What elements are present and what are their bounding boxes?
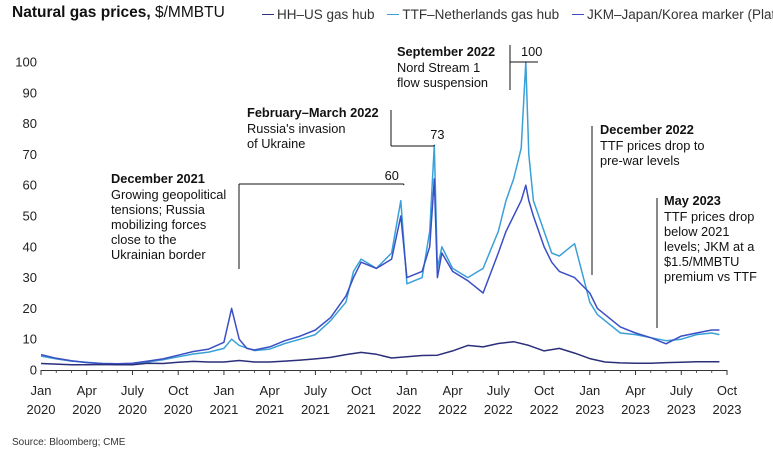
annotation-line: TTF prices drop — [664, 209, 754, 224]
x-tick-month: Oct — [168, 383, 189, 398]
annotation-line: tensions; Russia — [111, 202, 206, 217]
x-tick-year: 2021 — [301, 402, 330, 417]
series-line-hh — [40, 340, 720, 366]
annotation-line: of Ukraine — [247, 136, 305, 151]
y-tick-label: 40 — [23, 239, 37, 254]
annotation-line: below 2021 — [664, 224, 729, 239]
x-tick-year: 2021 — [255, 402, 284, 417]
legend-item-ttf: TTF–Netherlands gas hub — [387, 7, 559, 22]
x-tick-year: 2023 — [621, 402, 650, 417]
x-tick-year: 2020 — [72, 402, 101, 417]
legend-label-ttf: TTF–Netherlands gas hub — [402, 7, 560, 22]
x-tick-year: 2021 — [347, 402, 376, 417]
legend-swatch-ttf — [387, 13, 400, 15]
x-tick-month: July — [304, 383, 328, 398]
legend-item-jkm: JKM–Japan/Korea marker (Platts) — [571, 7, 773, 22]
annotation-line: premium vs TTF — [664, 269, 757, 284]
annotation-line: Nord Stream 1 — [397, 60, 480, 75]
y-tick-label: 30 — [23, 270, 37, 285]
y-tick-label: 90 — [23, 85, 37, 100]
y-tick-label: 80 — [23, 116, 37, 131]
annotation-line: flow suspension — [397, 75, 488, 90]
chart-legend: HH–US gas hub TTF–Netherlands gas hub JK… — [262, 7, 773, 22]
x-tick-month: July — [670, 383, 694, 398]
annotation-line: Growing geopolitical — [111, 187, 226, 202]
x-tick-year: 2021 — [209, 402, 238, 417]
x-tick-year: 2023 — [667, 402, 696, 417]
annotation-line: mobilizing forces — [111, 217, 206, 232]
legend-label-jkm: JKM–Japan/Korea marker (Platts) — [586, 7, 773, 22]
x-tick-month: Jan — [579, 383, 600, 398]
annotation-heading: September 2022 — [397, 44, 495, 59]
source-note: Source: Bloomberg; CME — [12, 437, 126, 448]
x-tick-month: July — [487, 383, 511, 398]
legend-swatch-jkm — [571, 13, 584, 15]
x-tick-year: 2022 — [484, 402, 513, 417]
y-tick-label: 10 — [23, 332, 37, 347]
x-tick-month: Apr — [442, 383, 463, 398]
y-tick-label: 50 — [23, 209, 37, 224]
x-tick-year: 2022 — [530, 402, 559, 417]
annotation-heading: May 2023 — [664, 193, 721, 208]
x-tick-month: Apr — [625, 383, 646, 398]
x-tick-month: Apr — [260, 383, 281, 398]
annotation-line: $1.5/MMBTU — [664, 254, 739, 269]
series-line-ttf — [40, 61, 720, 365]
x-tick-month: Oct — [351, 383, 372, 398]
x-tick-month: Jan — [396, 383, 417, 398]
chart-title-unit: $/MMBTU — [150, 4, 225, 21]
x-tick-month: Apr — [77, 383, 98, 398]
x-tick-year: 2020 — [164, 402, 193, 417]
annotation-line: TTF prices drop to — [600, 138, 705, 153]
x-tick-year: 2023 — [575, 402, 604, 417]
x-tick-year: 2020 — [118, 402, 147, 417]
series-line-jkm — [40, 178, 720, 365]
x-tick-year: 2022 — [392, 402, 421, 417]
annotation-line: close to the — [111, 232, 176, 247]
y-tick-label: 0 — [30, 363, 37, 378]
annotation-line: Ukrainian border — [111, 247, 206, 262]
y-tick-label: 20 — [23, 301, 37, 316]
chart-title-bold: Natural gas prices, — [12, 4, 151, 21]
annotation-value: 73 — [430, 127, 444, 142]
x-tick-year: 2020 — [27, 402, 56, 417]
annotation-line: pre-war levels — [600, 153, 680, 168]
chart-title: Natural gas prices, $/MMBTU — [12, 4, 225, 22]
legend-label-hh: HH–US gas hub — [277, 7, 375, 22]
annotation-line: levels; JKM at a — [664, 239, 755, 254]
x-tick-month: July — [121, 383, 145, 398]
y-tick-label: 70 — [23, 147, 37, 162]
y-tick-label: 60 — [23, 178, 37, 193]
legend-item-hh: HH–US gas hub — [262, 7, 375, 22]
x-tick-year: 2023 — [713, 402, 742, 417]
annotation-heading: December 2022 — [600, 122, 694, 137]
x-tick-month: Oct — [717, 383, 738, 398]
legend-swatch-hh — [262, 13, 274, 15]
annotation-heading: December 2021 — [111, 171, 205, 186]
annotation-line: Russia's invasion — [247, 121, 345, 136]
x-tick-year: 2022 — [438, 402, 467, 417]
x-tick-month: Oct — [534, 383, 555, 398]
y-tick-label: 100 — [15, 55, 37, 70]
annotation-value: 100 — [521, 44, 542, 59]
annotation-value: 60 — [385, 168, 399, 183]
annotation-heading: February–March 2022 — [247, 105, 379, 120]
x-tick-month: Jan — [213, 383, 234, 398]
x-tick-month: Jan — [31, 383, 52, 398]
